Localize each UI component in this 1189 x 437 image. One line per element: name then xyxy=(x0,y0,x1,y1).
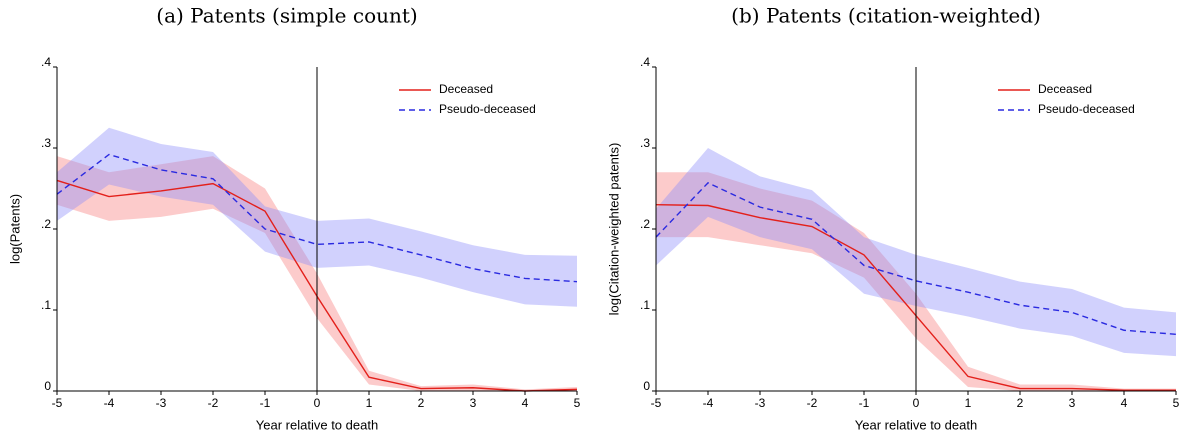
series-line xyxy=(655,181,1177,335)
y-tick-label: .1 xyxy=(41,298,51,312)
y-axis-label: log(Citation-weighted patents) xyxy=(606,143,621,316)
x-tick-label: -4 xyxy=(703,396,714,410)
x-tick-label: -3 xyxy=(156,396,167,410)
y-tick-label: .1 xyxy=(640,298,650,312)
x-tick-label: -1 xyxy=(260,396,271,410)
x-axis-label: Year relative to death xyxy=(256,417,378,432)
y-tick-label: .4 xyxy=(640,55,650,69)
x-tick-label: -2 xyxy=(208,396,219,410)
y-tick-label: .3 xyxy=(640,136,650,150)
x-tick-label: 2 xyxy=(418,396,425,410)
x-tick-label: -1 xyxy=(859,396,870,410)
x-tick-label: 5 xyxy=(1173,396,1180,410)
x-tick-label: 3 xyxy=(1069,396,1076,410)
chart-title: (a) Patents (simple count) xyxy=(156,4,417,28)
x-tick-label: -2 xyxy=(807,396,818,410)
x-tick-label: 4 xyxy=(1121,396,1128,410)
y-axis-label: log(Patents) xyxy=(7,194,22,264)
legend-label: Pseudo-deceased xyxy=(1038,102,1135,116)
confidence-band xyxy=(656,148,1176,357)
x-tick-label: 0 xyxy=(913,396,920,410)
confidence-band xyxy=(656,172,1176,391)
x-tick-label: -5 xyxy=(651,396,662,410)
legend-label: Deceased xyxy=(439,82,493,96)
x-tick-label: 4 xyxy=(522,396,529,410)
x-tick-label: -3 xyxy=(755,396,766,410)
legend-label: Deceased xyxy=(1038,82,1092,96)
x-tick-label: -4 xyxy=(104,396,115,410)
x-tick-label: 2 xyxy=(1017,396,1024,410)
y-tick-label: .4 xyxy=(41,55,51,69)
y-tick-label: 0 xyxy=(44,379,51,393)
y-tick-label: 0 xyxy=(643,379,650,393)
y-tick-label: .3 xyxy=(41,136,51,150)
chart-title: (b) Patents (citation-weighted) xyxy=(731,4,1041,28)
x-tick-label: 1 xyxy=(965,396,972,410)
x-tick-label: 5 xyxy=(574,396,581,410)
x-tick-label: 0 xyxy=(314,396,321,410)
y-tick-label: .2 xyxy=(41,217,51,231)
x-tick-label: 3 xyxy=(470,396,477,410)
x-tick-label: 1 xyxy=(366,396,373,410)
legend-label: Pseudo-deceased xyxy=(439,102,536,116)
x-axis-label: Year relative to death xyxy=(855,417,977,432)
x-tick-label: -5 xyxy=(52,396,63,410)
series-line xyxy=(56,153,578,283)
y-tick-label: .2 xyxy=(640,217,650,231)
